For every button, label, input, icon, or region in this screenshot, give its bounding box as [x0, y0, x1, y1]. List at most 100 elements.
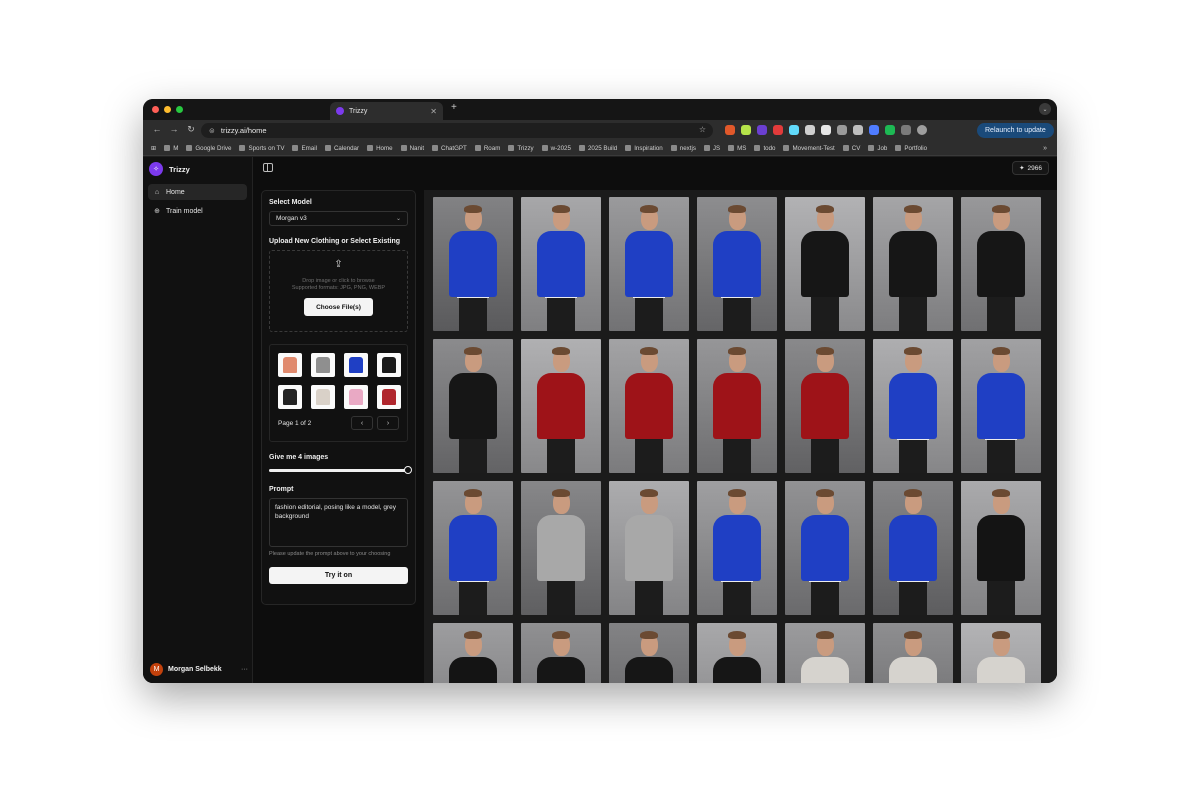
- pink-graphic-thumb[interactable]: [344, 385, 368, 409]
- address-bar[interactable]: ⊜ trizzy.ai/home ☆: [201, 123, 713, 138]
- generated-image[interactable]: [873, 623, 953, 683]
- sidebar-item-home[interactable]: ⌂ Home: [148, 184, 247, 200]
- extension-icon[interactable]: [869, 125, 879, 135]
- bookmark-item[interactable]: Sports on TV: [239, 145, 284, 152]
- generated-image[interactable]: [433, 197, 513, 331]
- bookmark-item[interactable]: Google Drive: [186, 145, 231, 152]
- choose-files-button[interactable]: Choose File(s): [304, 298, 373, 316]
- next-page-button[interactable]: ›: [377, 416, 399, 430]
- extension-icon[interactable]: [741, 125, 751, 135]
- bookmark-item[interactable]: nextjs: [670, 145, 696, 152]
- generated-image[interactable]: [433, 623, 513, 683]
- bookmark-item[interactable]: todo: [754, 145, 775, 152]
- red-shirt-thumb[interactable]: [377, 385, 401, 409]
- bookmark-item[interactable]: ChatGPT: [432, 145, 467, 152]
- upload-dropzone[interactable]: ⇪ Drop image or click to browse Supporte…: [269, 250, 408, 332]
- extension-icon[interactable]: [725, 125, 735, 135]
- bookmark-star-icon[interactable]: ☆: [698, 125, 706, 134]
- black-blazer-thumb[interactable]: [278, 385, 302, 409]
- more-options-icon[interactable]: ···: [241, 665, 248, 673]
- close-window-button[interactable]: [152, 106, 159, 113]
- bookmark-item[interactable]: Calendar: [324, 145, 359, 152]
- relaunch-button[interactable]: Relaunch to update: [977, 123, 1054, 138]
- generated-image[interactable]: [521, 197, 601, 331]
- forward-icon[interactable]: →: [169, 124, 179, 134]
- generated-image[interactable]: [785, 197, 865, 331]
- generated-image[interactable]: [961, 197, 1041, 331]
- reload-icon[interactable]: ↻: [187, 124, 195, 134]
- generated-image[interactable]: [521, 623, 601, 683]
- bookmark-item[interactable]: Portfolio: [895, 145, 927, 152]
- extension-icon[interactable]: [885, 125, 895, 135]
- profile-icon[interactable]: [917, 125, 927, 135]
- generated-image[interactable]: [609, 481, 689, 615]
- slider-handle[interactable]: [404, 466, 412, 474]
- bookmark-item[interactable]: M: [164, 145, 178, 152]
- try-it-on-button[interactable]: Try it on: [269, 567, 408, 584]
- generated-image[interactable]: [961, 339, 1041, 473]
- prompt-textarea[interactable]: fashion editorial, posing like a model, …: [269, 498, 408, 547]
- brand[interactable]: ✧ Trizzy: [143, 157, 252, 181]
- generated-image[interactable]: [609, 197, 689, 331]
- generated-image[interactable]: [697, 481, 777, 615]
- generated-image[interactable]: [785, 339, 865, 473]
- generated-image[interactable]: [873, 339, 953, 473]
- extension-icon[interactable]: [821, 125, 831, 135]
- generated-image[interactable]: [521, 481, 601, 615]
- extension-icon[interactable]: [789, 125, 799, 135]
- bookmark-item[interactable]: MS: [728, 145, 746, 152]
- generated-image[interactable]: [609, 339, 689, 473]
- browser-tab[interactable]: Trizzy ✕: [330, 102, 443, 120]
- minimize-window-button[interactable]: [164, 106, 171, 113]
- bookmark-item[interactable]: Inspiration: [625, 145, 663, 152]
- generated-image[interactable]: [609, 623, 689, 683]
- generated-image[interactable]: [521, 339, 601, 473]
- generated-image[interactable]: [785, 623, 865, 683]
- bookmark-item[interactable]: CV: [842, 145, 860, 152]
- generated-image[interactable]: [785, 481, 865, 615]
- extension-icon[interactable]: [805, 125, 815, 135]
- model-select[interactable]: Morgan v3 ⌄: [269, 211, 408, 226]
- extension-icon[interactable]: [773, 125, 783, 135]
- black-top-thumb[interactable]: [377, 353, 401, 377]
- bookmark-item[interactable]: Home: [367, 145, 393, 152]
- bookmark-item[interactable]: JS: [703, 145, 720, 152]
- user-menu[interactable]: M Morgan Selbekk ···: [150, 661, 248, 677]
- apps-icon[interactable]: ⊞: [151, 144, 157, 152]
- generated-image[interactable]: [873, 481, 953, 615]
- blue-hoodie-thumb[interactable]: [344, 353, 368, 377]
- generated-image[interactable]: [697, 623, 777, 683]
- extension-icon[interactable]: [757, 125, 767, 135]
- image-count-slider[interactable]: [269, 466, 412, 474]
- puzzle-icon[interactable]: [901, 125, 911, 135]
- site-info-icon[interactable]: ⊜: [209, 127, 215, 135]
- generated-image[interactable]: [433, 339, 513, 473]
- tab-search-icon[interactable]: ⌄: [1039, 103, 1051, 115]
- bookmark-item[interactable]: 2025 Build: [578, 145, 617, 152]
- generated-image[interactable]: [697, 197, 777, 331]
- generated-image[interactable]: [697, 339, 777, 473]
- light-shirt-thumb[interactable]: [311, 385, 335, 409]
- new-tab-button[interactable]: +: [451, 102, 457, 113]
- sidebar-item-train-model[interactable]: ⊕ Train model: [148, 203, 247, 219]
- bookmark-item[interactable]: Movement-Test: [783, 145, 835, 152]
- tab-close-icon[interactable]: ✕: [430, 106, 437, 116]
- generated-image[interactable]: [873, 197, 953, 331]
- generated-image[interactable]: [961, 481, 1041, 615]
- bookmark-item[interactable]: Nanit: [400, 145, 424, 152]
- bookmark-item[interactable]: Trizzy: [508, 145, 534, 152]
- bookmark-item[interactable]: w-2025: [541, 145, 571, 152]
- bookmark-item[interactable]: Job: [868, 145, 887, 152]
- back-icon[interactable]: ←: [152, 124, 162, 134]
- previous-page-button[interactable]: ‹: [351, 416, 373, 430]
- maximize-window-button[interactable]: [176, 106, 183, 113]
- extension-icon[interactable]: [853, 125, 863, 135]
- bookmark-item[interactable]: Email: [292, 145, 317, 152]
- generated-image[interactable]: [433, 481, 513, 615]
- extension-icon[interactable]: [837, 125, 847, 135]
- swimsuit-thumb[interactable]: [278, 353, 302, 377]
- generated-image[interactable]: [961, 623, 1041, 683]
- credits-badge[interactable]: ✦ 2966: [1012, 161, 1049, 175]
- toggle-sidebar-icon[interactable]: [263, 163, 273, 172]
- more-bookmarks-icon[interactable]: »: [1043, 144, 1047, 152]
